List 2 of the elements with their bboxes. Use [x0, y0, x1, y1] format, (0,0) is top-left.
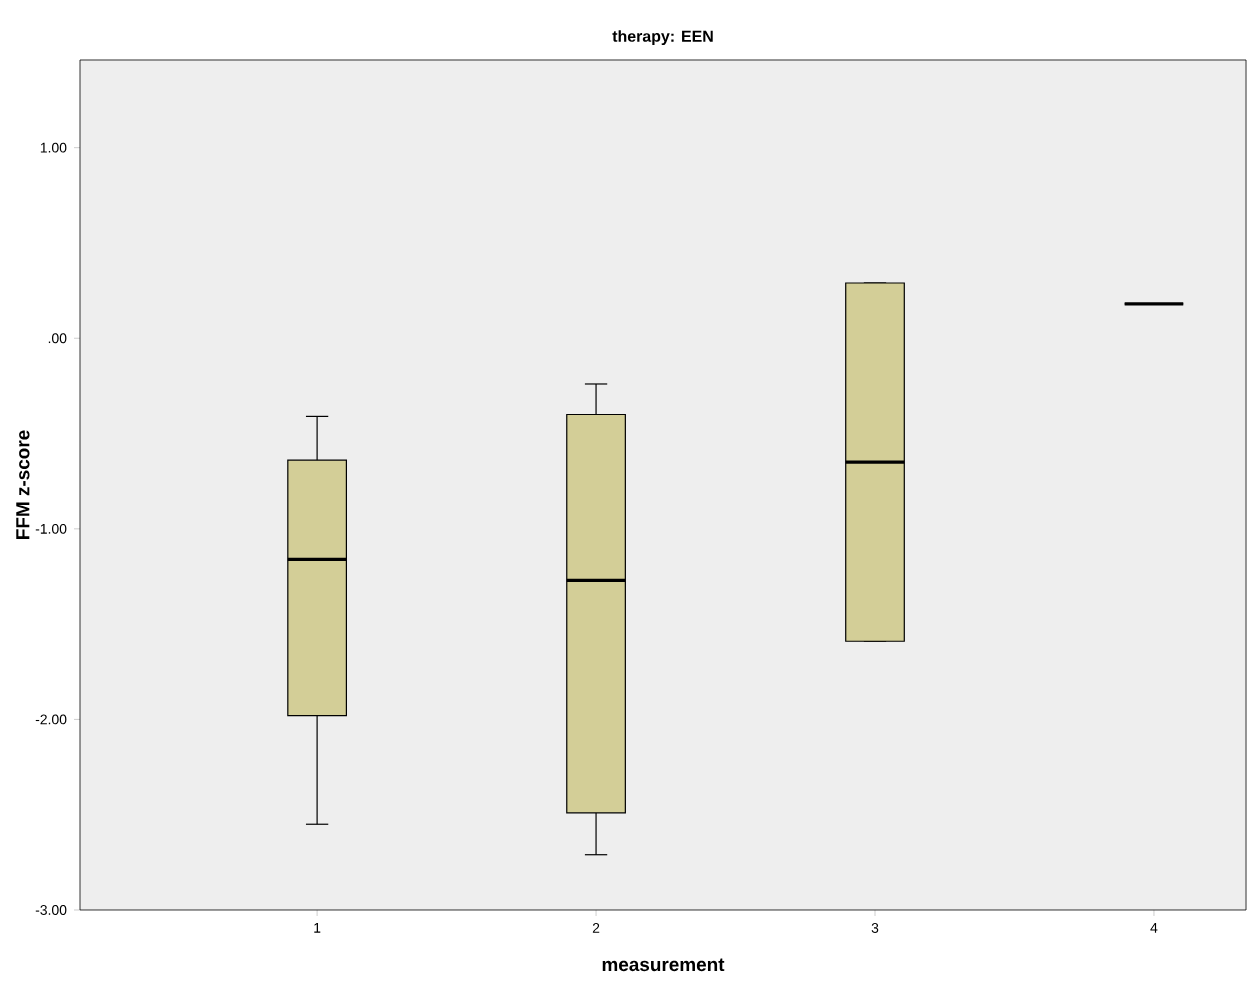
x-axis-title: measurement — [602, 958, 725, 972]
y-axis-title: FFM z-score — [16, 430, 30, 539]
